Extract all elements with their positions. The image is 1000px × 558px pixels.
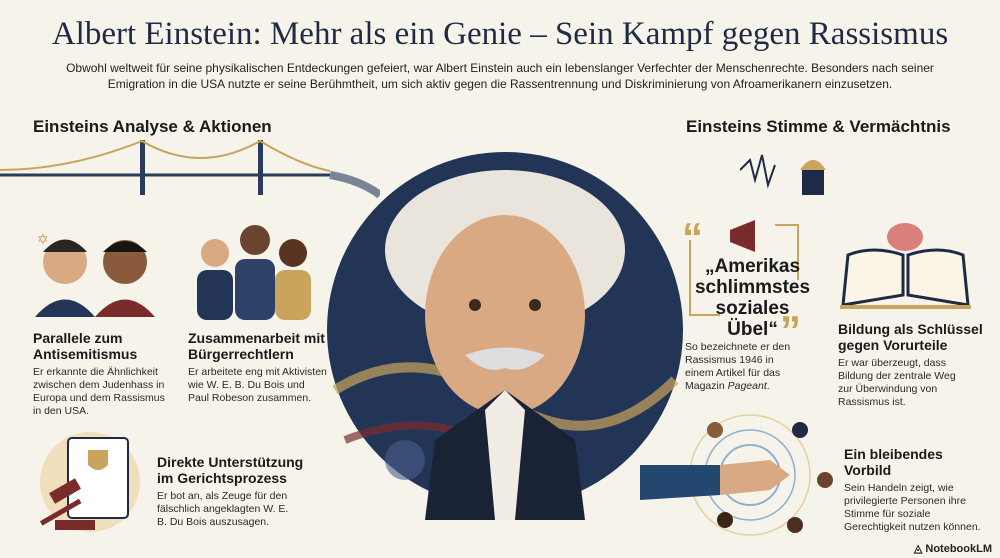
item-title-court: Direkte Unterstützung im Gerichtsprozess (157, 454, 304, 486)
quote-caption-text: So bezeichnete er den Rassismus 1946 in … (685, 341, 791, 392)
gavel-document-icon (39, 432, 140, 532)
item-text-education: Er war überzeugt, dass Bildung der zentr… (838, 357, 956, 408)
notebooklm-logo-icon: ◬ (913, 543, 926, 555)
signal-light-icon (740, 154, 826, 195)
item-title-antisemitism: Parallele zum Antisemitismus (33, 330, 138, 362)
notebooklm-brand: ◬ NotebookLM (914, 542, 992, 555)
quote-caption: So bezeichnete er den Rassismus 1946 in … (685, 341, 805, 393)
item-title-role-model: Ein bleibendes Vorbild (844, 446, 943, 478)
two-faces-icon: ✡ (35, 231, 155, 317)
close-quote-icon: ” (780, 307, 801, 340)
brand-text: NotebookLM (925, 543, 992, 555)
item-text-court: Er bot an, als Zeuge für den fälschlich … (157, 490, 289, 528)
book-brain-icon (840, 223, 971, 309)
page-title: Albert Einstein: Mehr als ein Genie – Se… (51, 16, 949, 52)
hand-community-icon (640, 414, 833, 536)
item-title-collaboration: Zusammenarbeit mit Bürgerrechtlern (188, 330, 325, 362)
item-text-collaboration: Er arbeitete eng mit Aktivisten wie W. E… (188, 366, 327, 404)
intro-text: Obwohl weltweit für seine physikalischen… (66, 61, 934, 91)
civil-rights-group-icon (197, 225, 311, 320)
open-quote-icon: “ (682, 214, 703, 261)
einstein-portrait (327, 152, 683, 520)
item-text-role-model: Sein Handeln zeigt, wie privilegierte Pe… (844, 482, 981, 533)
quote-caption-period: . (766, 380, 770, 392)
right-section-heading: Einsteins Stimme & Vermächtnis (686, 117, 951, 136)
quote-text: „Amerikas schlimmstes soziales Übel“ (694, 256, 811, 340)
item-text-antisemitism: Er erkannte die Ähnlichkeit zwischen dem… (33, 366, 165, 417)
svg-text:✡: ✡ (37, 231, 49, 247)
bridge-illustration (0, 139, 380, 199)
left-section-heading: Einsteins Analyse & Aktionen (33, 117, 272, 136)
quote-frame: “ ” (682, 214, 801, 340)
magazine-name: Pageant (727, 380, 767, 392)
item-title-education: Bildung als Schlüssel gegen Vorurteile (838, 321, 983, 353)
